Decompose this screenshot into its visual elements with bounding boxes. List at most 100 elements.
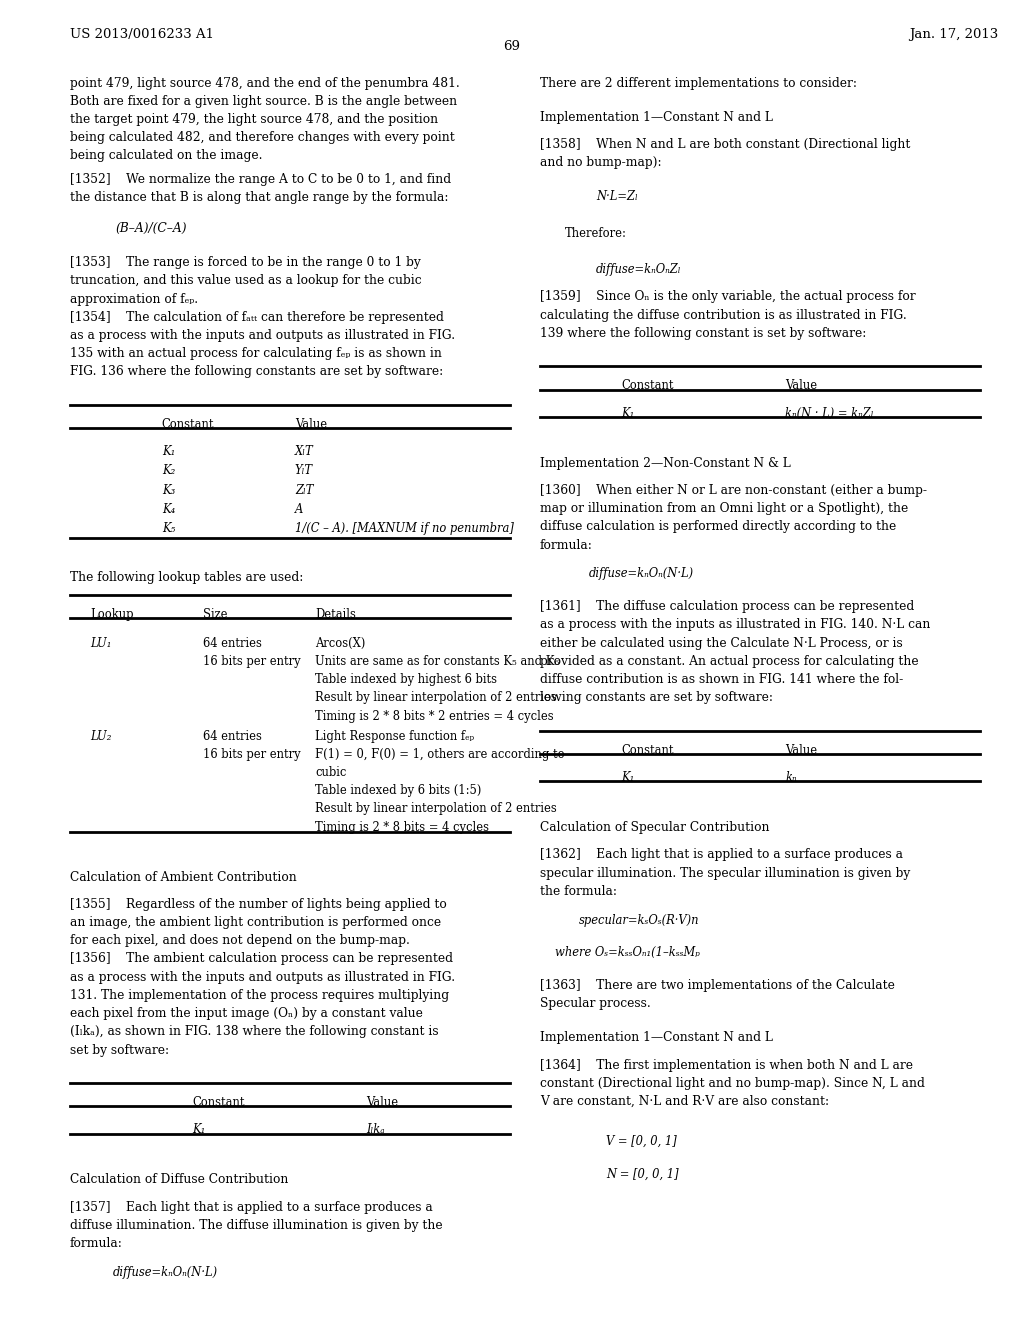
Text: as a process with the inputs and outputs as illustrated in FIG.: as a process with the inputs and outputs…	[70, 329, 455, 342]
Text: Jan. 17, 2013: Jan. 17, 2013	[909, 28, 998, 41]
Text: 139 where the following constant is set by software:: 139 where the following constant is set …	[540, 327, 866, 339]
Text: Size: Size	[203, 609, 227, 620]
Text: diffuse=kₙOₙ(N·L): diffuse=kₙOₙ(N·L)	[113, 1266, 218, 1279]
Text: 1/(C – A). [MAXNUM if no penumbra]: 1/(C – A). [MAXNUM if no penumbra]	[295, 521, 514, 535]
Text: YₗT: YₗT	[295, 465, 313, 478]
Text: Calculation of Ambient Contribution: Calculation of Ambient Contribution	[70, 870, 296, 883]
Text: the formula:: the formula:	[540, 884, 616, 898]
Text: US 2013/0016233 A1: US 2013/0016233 A1	[70, 28, 214, 41]
Text: formula:: formula:	[540, 539, 593, 552]
Text: for each pixel, and does not depend on the bump-map.: for each pixel, and does not depend on t…	[70, 935, 410, 948]
Text: being calculated on the image.: being calculated on the image.	[70, 149, 262, 162]
Text: 135 with an actual process for calculating fₑₚ is as shown in: 135 with an actual process for calculati…	[70, 347, 441, 360]
Text: K₂: K₂	[162, 465, 175, 478]
Text: XₗT: XₗT	[295, 445, 313, 458]
Text: K₃: K₃	[162, 483, 175, 496]
Text: kₙ: kₙ	[785, 771, 797, 784]
Text: Implementation 1—Constant N and L: Implementation 1—Constant N and L	[540, 111, 772, 124]
Text: (B–A)/(C–A): (B–A)/(C–A)	[116, 222, 187, 235]
Text: [1356]    The ambient calculation process can be represented: [1356] The ambient calculation process c…	[70, 953, 453, 965]
Text: the target point 479, the light source 478, and the position: the target point 479, the light source 4…	[70, 114, 437, 125]
Text: [1353]    The range is forced to be in the range 0 to 1 by: [1353] The range is forced to be in the …	[70, 256, 421, 269]
Text: Value: Value	[785, 379, 817, 392]
Text: [1360]    When either N or L are non-constant (either a bump-: [1360] When either N or L are non-consta…	[540, 484, 927, 496]
Text: as a process with the inputs as illustrated in FIG. 140. N·L can: as a process with the inputs as illustra…	[540, 618, 930, 631]
Text: an image, the ambient light contribution is performed once: an image, the ambient light contribution…	[70, 916, 440, 929]
Text: Implementation 1—Constant N and L: Implementation 1—Constant N and L	[540, 1031, 772, 1044]
Text: diffuse illumination. The diffuse illumination is given by the: diffuse illumination. The diffuse illumi…	[70, 1218, 442, 1232]
Text: diffuse contribution is as shown in FIG. 141 where the fol-: diffuse contribution is as shown in FIG.…	[540, 673, 903, 686]
Text: (Iₗkₐ), as shown in FIG. 138 where the following constant is: (Iₗkₐ), as shown in FIG. 138 where the f…	[70, 1026, 438, 1039]
Text: either be calculated using the Calculate N·L Process, or is: either be calculated using the Calculate…	[540, 636, 902, 649]
Text: LU₂: LU₂	[90, 730, 112, 743]
Text: A: A	[295, 503, 303, 516]
Text: V are constant, N·L and R·V are also constant:: V are constant, N·L and R·V are also con…	[540, 1096, 828, 1109]
Text: 69: 69	[504, 40, 520, 53]
Text: cubic: cubic	[315, 766, 347, 779]
Text: the distance that B is along that angle range by the formula:: the distance that B is along that angle …	[70, 191, 449, 205]
Text: each pixel from the input image (Oₙ) by a constant value: each pixel from the input image (Oₙ) by …	[70, 1007, 423, 1020]
Text: K₁: K₁	[162, 445, 175, 458]
Text: [1355]    Regardless of the number of lights being applied to: [1355] Regardless of the number of light…	[70, 898, 446, 911]
Text: Value: Value	[367, 1096, 398, 1109]
Text: Both are fixed for a given light source. B is the angle between: Both are fixed for a given light source.…	[70, 95, 457, 108]
Text: 64 entries: 64 entries	[203, 636, 261, 649]
Text: [1363]    There are two implementations of the Calculate: [1363] There are two implementations of …	[540, 979, 895, 993]
Text: truncation, and this value used as a lookup for the cubic: truncation, and this value used as a loo…	[70, 275, 421, 288]
Text: K₄: K₄	[162, 503, 175, 516]
Text: calculating the diffuse contribution is as illustrated in FIG.: calculating the diffuse contribution is …	[540, 309, 906, 322]
Text: diffuse=kₙOₙ(N·L): diffuse=kₙOₙ(N·L)	[589, 568, 694, 581]
Text: provided as a constant. An actual process for calculating the: provided as a constant. An actual proces…	[540, 655, 919, 668]
Text: point 479, light source 478, and the end of the penumbra 481.: point 479, light source 478, and the end…	[70, 77, 460, 90]
Text: [1354]    The calculation of fₐₜₜ can therefore be represented: [1354] The calculation of fₐₜₜ can there…	[70, 310, 443, 323]
Text: approximation of fₑₚ.: approximation of fₑₚ.	[70, 293, 198, 305]
Text: [1364]    The first implementation is when both N and L are: [1364] The first implementation is when …	[540, 1059, 912, 1072]
Text: specular=kₛOₛ(R·V)n: specular=kₛOₛ(R·V)n	[579, 913, 699, 927]
Text: Table indexed by 6 bits (1:5): Table indexed by 6 bits (1:5)	[315, 784, 481, 797]
Text: Constant: Constant	[622, 379, 674, 392]
Text: Constant: Constant	[193, 1096, 245, 1109]
Text: The following lookup tables are used:: The following lookup tables are used:	[70, 572, 303, 585]
Text: Result by linear interpolation of 2 entries: Result by linear interpolation of 2 entr…	[315, 803, 557, 816]
Text: Implementation 2—Non-Constant N & L: Implementation 2—Non-Constant N & L	[540, 457, 791, 470]
Text: Result by linear interpolation of 2 entries: Result by linear interpolation of 2 entr…	[315, 692, 557, 705]
Text: map or illumination from an Omni light or a Spotlight), the: map or illumination from an Omni light o…	[540, 502, 908, 515]
Text: K₁: K₁	[622, 407, 635, 420]
Text: Timing is 2 * 8 bits * 2 entries = 4 cycles: Timing is 2 * 8 bits * 2 entries = 4 cyc…	[315, 710, 554, 722]
Text: 64 entries: 64 entries	[203, 730, 261, 743]
Text: Details: Details	[315, 609, 356, 620]
Text: diffuse calculation is performed directly according to the: diffuse calculation is performed directl…	[540, 520, 896, 533]
Text: formula:: formula:	[70, 1237, 123, 1250]
Text: V = [0, 0, 1]: V = [0, 0, 1]	[606, 1134, 677, 1147]
Text: [1361]    The diffuse calculation process can be represented: [1361] The diffuse calculation process c…	[540, 601, 913, 614]
Text: where Oₛ=kₛₛOₙ₁(1–kₛₛMₚ: where Oₛ=kₛₛOₙ₁(1–kₛₛMₚ	[555, 946, 699, 960]
Text: Constant: Constant	[162, 418, 214, 430]
Text: K₅: K₅	[162, 521, 175, 535]
Text: Value: Value	[295, 418, 327, 430]
Text: FIG. 136 where the following constants are set by software:: FIG. 136 where the following constants a…	[70, 366, 443, 379]
Text: Iₗkₐ: Iₗkₐ	[367, 1123, 385, 1137]
Text: N·L=Zₗ: N·L=Zₗ	[596, 190, 638, 203]
Text: being calculated 482, and therefore changes with every point: being calculated 482, and therefore chan…	[70, 131, 455, 144]
Text: [1352]    We normalize the range A to C to be 0 to 1, and find: [1352] We normalize the range A to C to …	[70, 173, 451, 186]
Text: K₁: K₁	[193, 1123, 206, 1137]
Text: Light Response function fₑₚ: Light Response function fₑₚ	[315, 730, 474, 743]
Text: specular illumination. The specular illumination is given by: specular illumination. The specular illu…	[540, 867, 910, 879]
Text: LU₁: LU₁	[90, 636, 112, 649]
Text: kₙ(N · L) = kₙZₗ: kₙ(N · L) = kₙZₗ	[785, 407, 873, 420]
Text: Timing is 2 * 8 bits = 4 cycles: Timing is 2 * 8 bits = 4 cycles	[315, 821, 489, 834]
Text: as a process with the inputs and outputs as illustrated in FIG.: as a process with the inputs and outputs…	[70, 970, 455, 983]
Text: Lookup: Lookup	[90, 609, 133, 620]
Text: K₁: K₁	[622, 771, 635, 784]
Text: [1362]    Each light that is applied to a surface produces a: [1362] Each light that is applied to a s…	[540, 849, 902, 862]
Text: There are 2 different implementations to consider:: There are 2 different implementations to…	[540, 77, 857, 90]
Text: Calculation of Diffuse Contribution: Calculation of Diffuse Contribution	[70, 1173, 288, 1187]
Text: 16 bits per entry: 16 bits per entry	[203, 655, 300, 668]
Text: Arcos(X): Arcos(X)	[315, 636, 366, 649]
Text: [1357]    Each light that is applied to a surface produces a: [1357] Each light that is applied to a s…	[70, 1201, 432, 1213]
Text: Value: Value	[785, 743, 817, 756]
Text: Table indexed by highest 6 bits: Table indexed by highest 6 bits	[315, 673, 498, 686]
Text: constant (Directional light and no bump-map). Since N, L and: constant (Directional light and no bump-…	[540, 1077, 925, 1090]
Text: lowing constants are set by software:: lowing constants are set by software:	[540, 692, 773, 705]
Text: set by software:: set by software:	[70, 1044, 169, 1056]
